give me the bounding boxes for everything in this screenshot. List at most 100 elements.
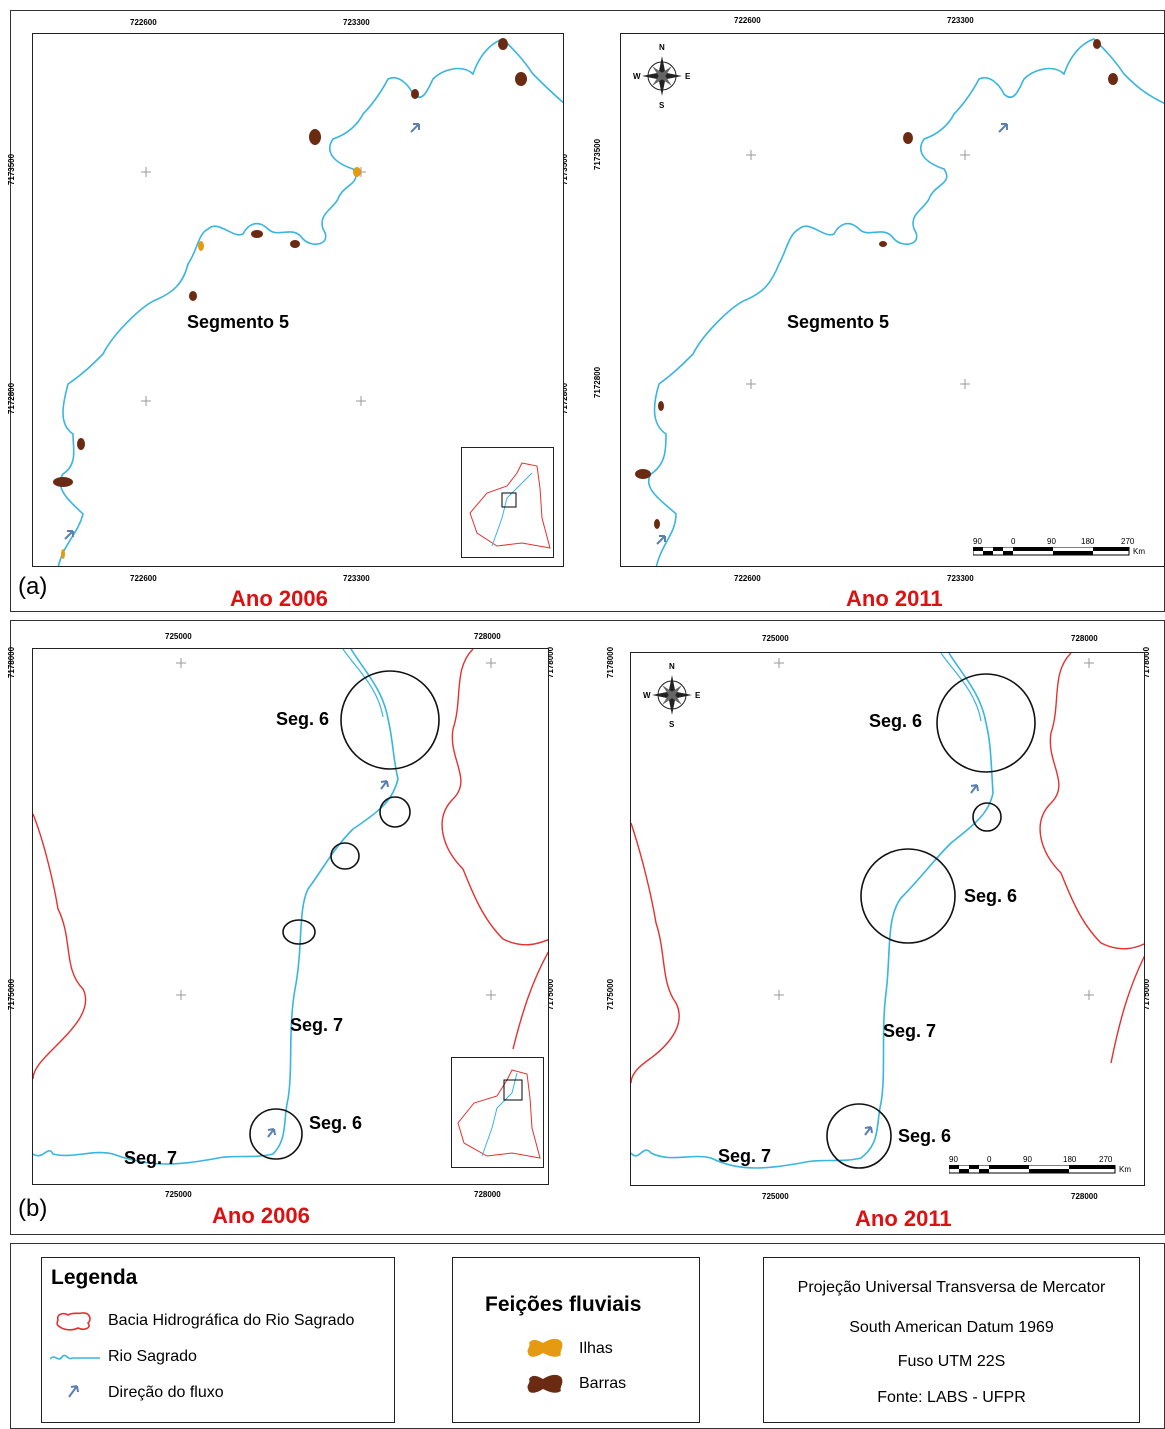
year-label-b-right: Ano 2011	[855, 1206, 952, 1231]
compass-w: W	[633, 72, 641, 81]
b-left-ytick-2: 7175000	[7, 978, 17, 1011]
map-a-2011-canvas	[635, 38, 1164, 566]
b-right-ytick-2: 7175000	[606, 978, 616, 1011]
a-right-xtick-bottom-1: 722600	[734, 574, 761, 583]
a-left-xtick-top-1: 722600	[130, 18, 157, 27]
b-left-xtick-top-2: 728000	[474, 632, 501, 641]
compass-s: S	[659, 101, 665, 110]
compass-rose-icon	[652, 675, 692, 715]
feature-item-bars: Barras	[579, 1375, 627, 1392]
flow-arrow-icon	[68, 1385, 79, 1398]
bar-blob-icon	[527, 1374, 563, 1393]
projection-line-2: South American Datum 1969	[849, 1319, 1054, 1336]
scale-bar: 90 0 90 180 270 Km	[973, 537, 1145, 556]
basin-outline	[631, 822, 680, 1084]
inset-river	[491, 472, 533, 547]
river-line	[631, 653, 994, 1169]
seg-label: Seg. 6	[898, 1126, 952, 1146]
map-b-2006: Seg. 6 Seg. 7 Seg. 6 Seg. 7	[32, 648, 549, 1185]
features-title: Feições fluviais	[485, 1293, 642, 1316]
b-right-ytick-1: 7178000	[606, 646, 616, 679]
b-left-xtick-bottom-1: 725000	[165, 1190, 192, 1199]
seg-label: Seg. 7	[718, 1146, 772, 1166]
compass-w: W	[643, 691, 651, 700]
river-islands	[61, 167, 361, 559]
a-right-ytick-left-2: 7172800	[593, 366, 603, 399]
flow-arrow-icon	[267, 1128, 276, 1138]
map-b-2011-canvas	[631, 653, 1144, 1169]
basin-outline	[457, 1069, 541, 1159]
panel-a-label: (a)	[18, 573, 48, 600]
flow-arrow-icon	[64, 530, 74, 540]
river-bars	[635, 39, 1118, 529]
legend-box: Legenda Bacia Hidrográfica do Rio Sagrad…	[41, 1257, 395, 1423]
year-label-a-right: Ano 2011	[846, 586, 943, 611]
map-a-2006-canvas	[53, 38, 563, 566]
b-right-xtick-top-1: 725000	[762, 634, 789, 643]
seg-label: Seg. 7	[883, 1021, 937, 1041]
b-left-ytick-1: 7178000	[7, 646, 17, 679]
flow-arrow-icon	[410, 123, 420, 133]
compass-e: E	[685, 72, 691, 81]
river-line	[342, 649, 384, 718]
river-bars	[53, 38, 527, 487]
a-left-xtick-bottom-1: 722600	[130, 574, 157, 583]
grid-crosses	[176, 658, 496, 1000]
map-b-2006-canvas	[33, 649, 548, 1165]
segment-label: Segmento 5	[787, 312, 890, 332]
legend-item-river: Rio Sagrado	[108, 1348, 197, 1365]
basin-outline	[441, 649, 548, 946]
compass-e: E	[695, 691, 701, 700]
projection-line-4: Fonte: LABS - UFPR	[877, 1389, 1026, 1406]
river-line	[33, 649, 399, 1165]
panel-b-label: (b)	[18, 1195, 48, 1222]
projection-line-1: Projeção Universal Transversa de Mercato…	[797, 1279, 1106, 1296]
legend-item-basin: Bacia Hidrográfica do Rio Sagrado	[108, 1312, 355, 1329]
change-circles	[249, 670, 440, 1160]
compass-s: S	[669, 720, 675, 729]
b-left-xtick-top-1: 725000	[165, 632, 192, 641]
flow-arrow-icon	[998, 123, 1008, 133]
island-blob-icon	[527, 1338, 563, 1357]
flow-arrow-icon	[970, 784, 979, 794]
flow-arrow-icon	[380, 780, 389, 790]
basin-outline	[1110, 955, 1144, 1064]
grid-crosses	[774, 658, 1094, 1000]
locator-inset	[451, 1057, 544, 1168]
a-right-xtick-top-2: 723300	[947, 16, 974, 25]
inset-extent-box	[501, 492, 517, 508]
river-line	[647, 38, 1164, 566]
locator-inset	[461, 447, 554, 558]
segment-label: Segmento 5	[187, 312, 290, 332]
map-a-2011: N S W E Segmento 5 90 0 90 180 270 Km	[620, 33, 1165, 567]
a-right-xtick-bottom-2: 723300	[947, 574, 974, 583]
map-a-2006: Segmento 5	[32, 33, 564, 567]
river-line	[57, 38, 563, 566]
grid-crosses	[746, 150, 970, 389]
seg-label: Seg. 6	[869, 711, 923, 731]
inset-river	[481, 1072, 518, 1157]
basin-outline	[469, 462, 551, 549]
legend-item-flow: Direção do fluxo	[108, 1384, 224, 1401]
compass-n: N	[659, 43, 665, 52]
seg-label: Seg. 7	[124, 1148, 178, 1168]
features-box: Feições fluviais Ilhas Barras	[452, 1257, 700, 1423]
basin-outline-icon	[56, 1312, 91, 1331]
a-left-xtick-bottom-2: 723300	[343, 574, 370, 583]
seg-label: Seg. 6	[276, 709, 330, 729]
b-right-xtick-top-2: 728000	[1071, 634, 1098, 643]
year-label-b-left: Ano 2006	[212, 1203, 310, 1228]
grid-crosses	[141, 167, 366, 406]
seg-label: Seg. 7	[290, 1015, 344, 1035]
a-left-xtick-top-2: 723300	[343, 18, 370, 27]
seg-label: Seg. 6	[309, 1113, 363, 1133]
b-right-xtick-bottom-2: 728000	[1071, 1192, 1098, 1201]
a-left-ytick-left-2: 7172800	[7, 382, 17, 415]
flow-arrow-icon	[864, 1126, 873, 1136]
b-left-xtick-bottom-2: 728000	[474, 1190, 501, 1199]
a-right-ytick-left-1: 7173500	[593, 138, 603, 171]
year-label-a-left: Ano 2006	[230, 586, 328, 611]
basin-outline	[1039, 653, 1144, 950]
basin-outline	[512, 951, 548, 1050]
change-circles	[826, 673, 1036, 1169]
